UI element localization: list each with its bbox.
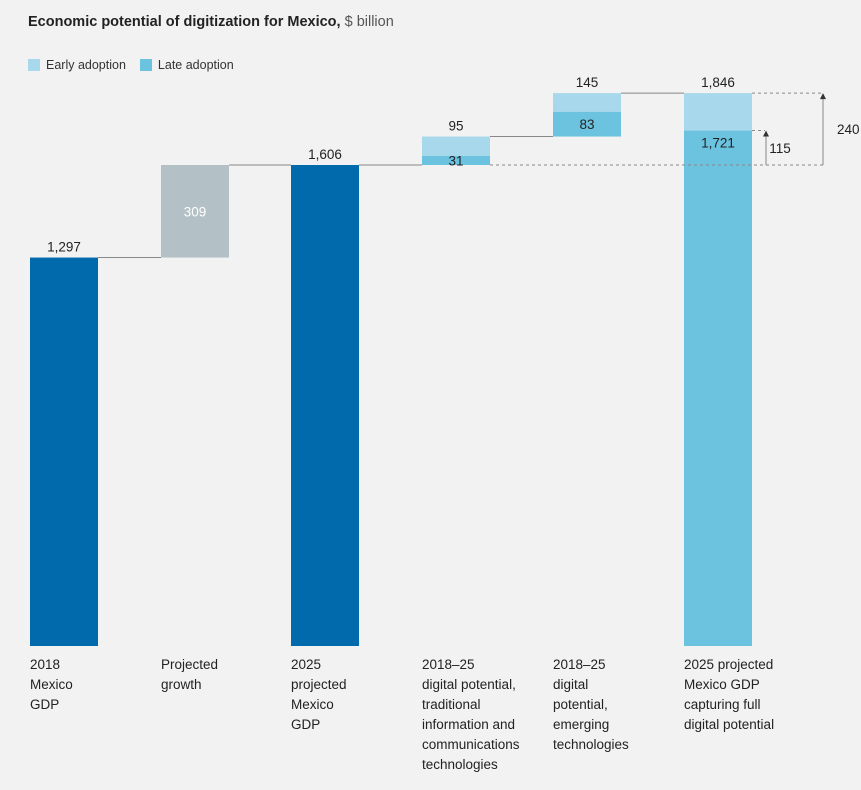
category-label-line: digital	[553, 677, 589, 692]
chart-title-unit: $ billion	[344, 14, 394, 30]
data-label-final-late: 1,721	[701, 136, 735, 151]
category-label-line: digital potential	[684, 717, 775, 732]
bar-segment-early-4	[553, 93, 621, 112]
category-label-line: potential,	[553, 697, 608, 712]
category-label-line: technologies	[422, 757, 498, 772]
bracket-arrow-115	[763, 130, 769, 137]
category-label-1: Projected growth	[161, 655, 218, 695]
category-label-4: 2018–25 digital potential, emerging technolo…	[553, 655, 629, 755]
category-label-line: communications	[422, 737, 520, 752]
data-label-late-4: 83	[579, 117, 594, 132]
bracket-label-240: 240	[837, 122, 860, 137]
bar-2025-gdp	[291, 165, 359, 646]
bar-segment-early-3	[422, 136, 490, 156]
bar-2018-gdp	[30, 257, 98, 646]
data-label-projected-growth: 309	[184, 204, 207, 219]
bracket-arrow-240	[820, 93, 826, 100]
data-label-2018-gdp: 1,297	[47, 240, 81, 255]
category-label-line: emerging	[553, 717, 610, 732]
legend: Early adoption Late adoption	[28, 58, 234, 72]
category-label-0: 2018 Mexico GDP	[30, 655, 73, 715]
bar-segment-late-4	[553, 111, 621, 137]
category-label-line: 2018–25	[422, 657, 475, 672]
category-label-line: Projected	[161, 657, 219, 672]
category-label-line: GDP	[30, 697, 60, 712]
bar-final-early	[684, 93, 752, 131]
legend-label-early: Early adoption	[46, 58, 126, 72]
category-label-line: growth	[161, 677, 202, 692]
category-label-5: 2025 projected Mexico GDP capturing full di…	[684, 655, 774, 735]
bracket-label-115: 115	[769, 141, 791, 156]
legend-item-late: Late adoption	[139, 58, 234, 72]
legend-label-late: Late adoption	[157, 58, 234, 72]
bar-final-late	[684, 130, 752, 647]
category-label-line: technologies	[553, 737, 629, 752]
category-label-line: Mexico	[30, 677, 73, 692]
data-label-late-3: 31	[448, 153, 463, 168]
legend-swatch-late	[139, 59, 152, 71]
category-label-3: 2018–25 digital potential, traditional info…	[422, 655, 520, 775]
legend-swatch-early	[28, 59, 40, 71]
chart-title-main: Economic potential of digitization for M…	[28, 14, 341, 30]
category-label-line: projected	[291, 677, 347, 692]
category-label-line: Mexico	[291, 697, 334, 712]
category-label-line: 2025	[291, 657, 322, 672]
category-label-line: capturing full	[684, 697, 761, 712]
category-label-line: digital potential,	[422, 677, 516, 692]
bar-projected-growth	[161, 165, 229, 258]
category-label-line: information and	[422, 717, 516, 732]
legend-item-early: Early adoption	[28, 58, 126, 72]
chart-title: Economic potential of digitization for M…	[28, 14, 394, 30]
data-label-total-3: 95	[448, 119, 463, 134]
waterfall-chart: 1,297 309 1,606 31 95 83 145 1,721 1,846 115 240	[30, 75, 860, 647]
category-label-line: 2018	[30, 657, 61, 672]
data-label-2025-gdp: 1,606	[308, 147, 342, 162]
category-label-line: 2018–25	[553, 657, 606, 672]
data-label-final-total: 1,846	[701, 75, 735, 90]
category-label-line: 2025 projected	[684, 657, 774, 672]
category-label-line: traditional	[422, 697, 481, 712]
category-label-line: Mexico GDP	[684, 677, 760, 692]
bar-segment-late-3	[422, 155, 490, 165]
data-label-total-4: 145	[576, 75, 599, 90]
category-label-2: 2025 projected Mexico GDP	[291, 655, 347, 735]
category-label-line: GDP	[291, 717, 321, 732]
